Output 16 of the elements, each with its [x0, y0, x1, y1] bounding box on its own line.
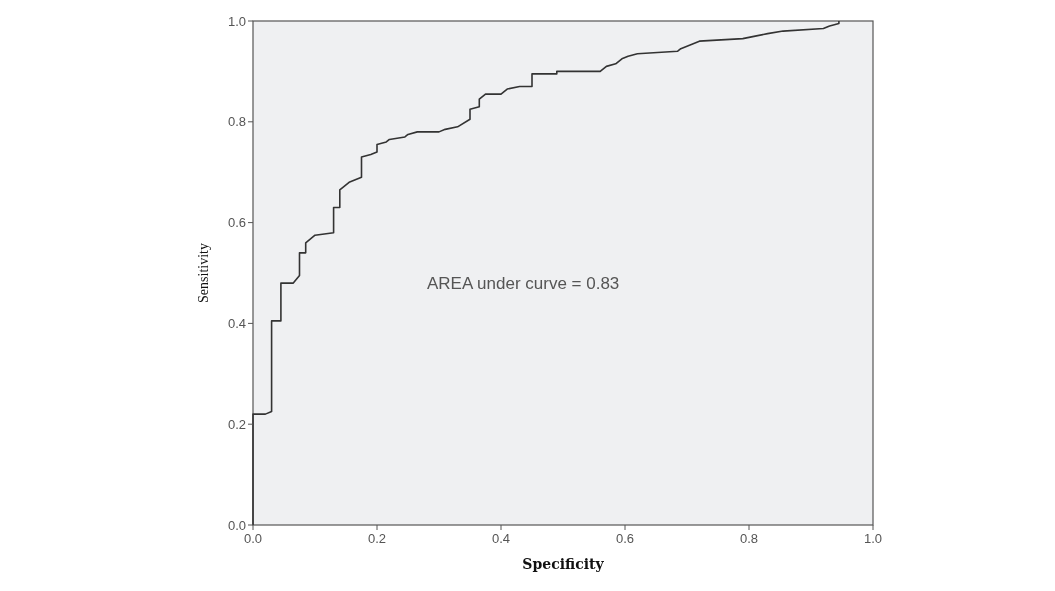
y-tick-label: 1.0 — [227, 13, 246, 29]
y-tick-label: 0.2 — [227, 416, 246, 432]
x-axis-title: Specificity — [522, 556, 605, 572]
line-series — [252, 20, 840, 526]
annotation: AREA under curve = 0.83 — [427, 274, 620, 293]
x-tick-label: 0.2 — [367, 531, 387, 546]
x-tick-label: 1.0 — [863, 531, 883, 546]
y-tick-label: 0.8 — [227, 114, 246, 130]
x-tick-label: 0.8 — [739, 531, 759, 546]
y-tick-label: 0.0 — [227, 517, 246, 533]
x-tick-label: 0.6 — [615, 531, 635, 546]
y-axis-title: Sensitivity — [196, 243, 211, 303]
y-tick-label: 0.4 — [227, 315, 246, 331]
x-tick-label: 0.4 — [491, 531, 511, 546]
y-tick-label: 0.6 — [227, 215, 246, 231]
x-tick-label: 0.0 — [243, 531, 263, 546]
